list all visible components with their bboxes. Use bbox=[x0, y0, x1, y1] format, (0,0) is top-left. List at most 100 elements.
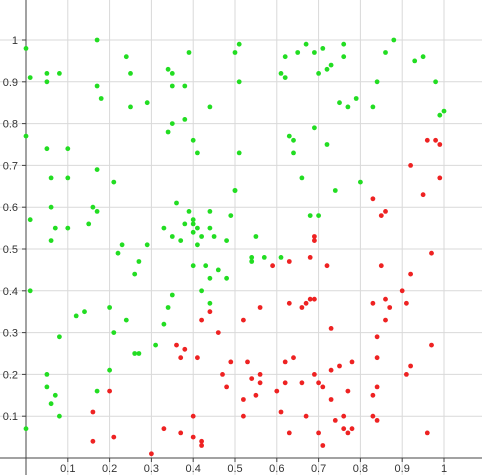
point-s0-120 bbox=[161, 321, 167, 327]
point-s1-19 bbox=[404, 300, 409, 306]
point-s0-82 bbox=[178, 238, 184, 244]
point-s0-119 bbox=[153, 342, 159, 348]
point-s1-67 bbox=[111, 434, 117, 440]
point-s1-28 bbox=[241, 317, 246, 323]
point-s0-112 bbox=[73, 313, 79, 319]
point-s1-79 bbox=[303, 413, 309, 419]
point-s0-104 bbox=[249, 259, 255, 264]
point-s0-87 bbox=[190, 229, 196, 235]
y-tick-label-6: 0.7 bbox=[3, 160, 18, 172]
point-s1-26 bbox=[312, 296, 317, 302]
point-s1-35 bbox=[387, 305, 393, 310]
y-tick-label-8: 0.9 bbox=[3, 77, 18, 89]
point-s0-70 bbox=[65, 225, 71, 231]
point-s1-74 bbox=[241, 397, 246, 402]
point-s0-35 bbox=[353, 96, 359, 101]
point-s1-55 bbox=[282, 380, 288, 386]
point-s0-93 bbox=[207, 209, 213, 214]
x-tick-label-5: 0.6 bbox=[269, 463, 284, 475]
point-s1-42 bbox=[282, 359, 288, 365]
point-s0-53 bbox=[190, 137, 196, 143]
point-s1-17 bbox=[408, 271, 413, 277]
point-s0-56 bbox=[286, 133, 292, 139]
point-s0-108 bbox=[307, 213, 313, 219]
point-s0-19 bbox=[236, 41, 242, 47]
point-s0-50 bbox=[165, 129, 171, 135]
point-s0-116 bbox=[123, 317, 129, 323]
point-s0-125 bbox=[44, 372, 50, 377]
point-s0-109 bbox=[316, 213, 321, 219]
point-s1-76 bbox=[253, 392, 259, 398]
y-tick-label-0: 0.1 bbox=[3, 411, 18, 423]
point-s0-0 bbox=[23, 46, 29, 51]
point-s1-24 bbox=[303, 300, 309, 306]
point-s0-117 bbox=[132, 351, 138, 356]
point-s0-99 bbox=[224, 275, 230, 281]
point-s0-95 bbox=[207, 275, 213, 281]
point-s1-89 bbox=[424, 430, 430, 436]
point-s0-15 bbox=[182, 83, 188, 89]
point-s0-49 bbox=[111, 179, 117, 185]
point-s0-10 bbox=[128, 104, 133, 110]
x-tick-label-2: 0.3 bbox=[144, 463, 159, 475]
x-tick-label-7: 0.8 bbox=[353, 463, 368, 475]
point-s1-48 bbox=[374, 355, 380, 361]
point-s0-77 bbox=[136, 259, 142, 264]
point-s0-37 bbox=[374, 79, 380, 85]
x-tick-label-0: 0.1 bbox=[60, 463, 75, 475]
point-s1-68 bbox=[161, 426, 167, 432]
point-s0-26 bbox=[312, 50, 317, 55]
point-s0-75 bbox=[119, 242, 125, 248]
point-s1-41 bbox=[245, 359, 250, 365]
point-s1-61 bbox=[370, 392, 376, 398]
point-s1-25 bbox=[307, 296, 313, 302]
point-s1-78 bbox=[286, 430, 292, 436]
point-s1-47 bbox=[349, 359, 355, 365]
point-s1-73 bbox=[224, 384, 230, 390]
point-s0-107 bbox=[278, 255, 284, 260]
point-s1-33 bbox=[374, 334, 380, 340]
point-s0-13 bbox=[169, 71, 175, 76]
point-s1-62 bbox=[374, 384, 380, 390]
point-s0-97 bbox=[215, 267, 221, 273]
x-tick-label-8: 0.9 bbox=[395, 463, 410, 475]
point-s0-122 bbox=[169, 292, 175, 298]
point-s1-46 bbox=[337, 363, 342, 369]
point-s1-69 bbox=[178, 430, 184, 436]
point-s0-2 bbox=[44, 71, 50, 76]
point-s0-84 bbox=[186, 209, 192, 214]
point-s0-78 bbox=[144, 242, 150, 248]
point-s1-51 bbox=[249, 376, 255, 381]
point-s0-131 bbox=[107, 367, 112, 373]
point-s1-56 bbox=[299, 380, 305, 386]
point-s0-6 bbox=[94, 83, 100, 89]
point-s1-31 bbox=[215, 330, 221, 335]
data-points bbox=[23, 37, 447, 457]
point-s0-103 bbox=[249, 255, 255, 260]
point-s0-102 bbox=[232, 188, 238, 193]
point-s1-85 bbox=[345, 430, 351, 436]
point-s0-73 bbox=[94, 209, 100, 214]
point-s0-64 bbox=[27, 217, 33, 223]
point-s1-38 bbox=[182, 346, 188, 352]
point-s0-45 bbox=[23, 133, 29, 139]
point-s1-27 bbox=[257, 305, 263, 310]
point-s1-70 bbox=[190, 413, 196, 419]
point-s0-83 bbox=[182, 221, 188, 227]
point-s0-130 bbox=[94, 388, 100, 394]
x-tick-labels: 0.1 0.2 0.3 0.4 0.5 0.6 0.7 0.8 0.9 1 bbox=[60, 463, 447, 475]
point-s0-20 bbox=[236, 79, 242, 85]
point-s1-32 bbox=[328, 326, 334, 331]
point-s0-22 bbox=[282, 54, 288, 60]
point-s0-21 bbox=[278, 71, 284, 76]
y-tick-label-7: 0.8 bbox=[3, 119, 18, 131]
point-s1-40 bbox=[228, 359, 234, 365]
point-s1-45 bbox=[328, 367, 334, 373]
point-s1-7 bbox=[383, 209, 388, 214]
x-tick-label-6: 0.7 bbox=[311, 463, 326, 475]
point-s0-74 bbox=[115, 250, 121, 256]
point-s0-7 bbox=[98, 96, 104, 101]
point-s1-9 bbox=[312, 234, 317, 239]
